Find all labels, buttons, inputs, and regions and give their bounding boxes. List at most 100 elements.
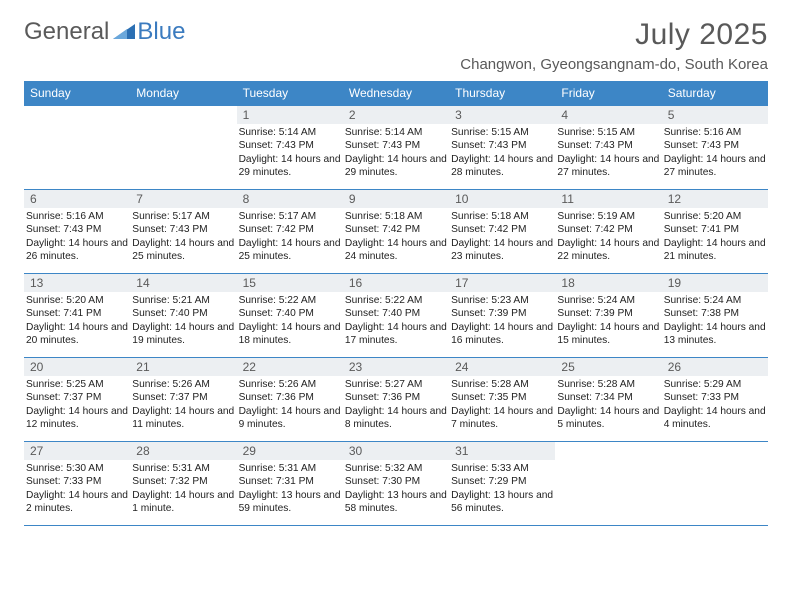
daylight-line: Daylight: 14 hours and 20 minutes. [26,321,128,348]
sunrise-line: Sunrise: 5:21 AM [132,294,234,307]
header: General Blue July 2025 Changwon, Gyeongs… [24,18,768,73]
calendar-cell: 1Sunrise: 5:14 AMSunset: 7:43 PMDaylight… [237,106,343,190]
day-number: 8 [237,190,343,208]
day-number: 21 [130,358,236,376]
sunrise-line: Sunrise: 5:26 AM [132,378,234,391]
sunrise-line: Sunrise: 5:16 AM [26,210,128,223]
daylight-line: Daylight: 14 hours and 8 minutes. [345,405,447,432]
sunset-line: Sunset: 7:43 PM [664,139,766,152]
sunrise-line: Sunrise: 5:25 AM [26,378,128,391]
day-number: 31 [449,442,555,460]
day-number: 11 [555,190,661,208]
day-number: 29 [237,442,343,460]
sunset-line: Sunset: 7:29 PM [451,475,553,488]
sunrise-line: Sunrise: 5:33 AM [451,462,553,475]
sunset-line: Sunset: 7:41 PM [26,307,128,320]
daylight-line: Daylight: 14 hours and 16 minutes. [451,321,553,348]
sunrise-line: Sunrise: 5:16 AM [664,126,766,139]
day-details: Sunrise: 5:17 AMSunset: 7:42 PMDaylight:… [237,208,343,264]
calendar-cell: 19Sunrise: 5:24 AMSunset: 7:38 PMDayligh… [662,274,768,358]
calendar-cell-empty [130,106,236,190]
sunrise-line: Sunrise: 5:23 AM [451,294,553,307]
day-number: 10 [449,190,555,208]
daylight-line: Daylight: 14 hours and 27 minutes. [557,153,659,180]
sunrise-line: Sunrise: 5:32 AM [345,462,447,475]
calendar-row: 13Sunrise: 5:20 AMSunset: 7:41 PMDayligh… [24,274,768,358]
daylight-line: Daylight: 14 hours and 24 minutes. [345,237,447,264]
day-number: 27 [24,442,130,460]
day-number: 18 [555,274,661,292]
weekday-header: Friday [555,81,661,106]
daylight-line: Daylight: 14 hours and 26 minutes. [26,237,128,264]
day-number: 14 [130,274,236,292]
day-details: Sunrise: 5:29 AMSunset: 7:33 PMDaylight:… [662,376,768,432]
sunrise-line: Sunrise: 5:28 AM [451,378,553,391]
sunrise-line: Sunrise: 5:17 AM [132,210,234,223]
calendar-cell: 11Sunrise: 5:19 AMSunset: 7:42 PMDayligh… [555,190,661,274]
sunset-line: Sunset: 7:42 PM [345,223,447,236]
daylight-line: Daylight: 14 hours and 5 minutes. [557,405,659,432]
calendar-cell: 13Sunrise: 5:20 AMSunset: 7:41 PMDayligh… [24,274,130,358]
calendar-cell: 23Sunrise: 5:27 AMSunset: 7:36 PMDayligh… [343,358,449,442]
sunrise-line: Sunrise: 5:19 AM [557,210,659,223]
calendar-cell: 3Sunrise: 5:15 AMSunset: 7:43 PMDaylight… [449,106,555,190]
day-details: Sunrise: 5:33 AMSunset: 7:29 PMDaylight:… [449,460,555,516]
daylight-line: Daylight: 14 hours and 4 minutes. [664,405,766,432]
calendar-cell: 8Sunrise: 5:17 AMSunset: 7:42 PMDaylight… [237,190,343,274]
sunrise-line: Sunrise: 5:14 AM [345,126,447,139]
sunset-line: Sunset: 7:43 PM [557,139,659,152]
sunrise-line: Sunrise: 5:14 AM [239,126,341,139]
calendar-row: 20Sunrise: 5:25 AMSunset: 7:37 PMDayligh… [24,358,768,442]
day-details: Sunrise: 5:22 AMSunset: 7:40 PMDaylight:… [343,292,449,348]
day-number: 12 [662,190,768,208]
page-title: July 2025 [460,18,768,52]
day-details: Sunrise: 5:25 AMSunset: 7:37 PMDaylight:… [24,376,130,432]
day-details: Sunrise: 5:20 AMSunset: 7:41 PMDaylight:… [24,292,130,348]
page-subtitle: Changwon, Gyeongsangnam-do, South Korea [460,56,768,73]
day-number: 7 [130,190,236,208]
sunset-line: Sunset: 7:43 PM [132,223,234,236]
daylight-line: Daylight: 14 hours and 12 minutes. [26,405,128,432]
daylight-line: Daylight: 14 hours and 17 minutes. [345,321,447,348]
daylight-line: Daylight: 14 hours and 9 minutes. [239,405,341,432]
calendar-cell: 12Sunrise: 5:20 AMSunset: 7:41 PMDayligh… [662,190,768,274]
calendar-cell-empty [24,106,130,190]
day-number: 4 [555,106,661,124]
daylight-line: Daylight: 14 hours and 21 minutes. [664,237,766,264]
daylight-line: Daylight: 14 hours and 15 minutes. [557,321,659,348]
brand-text-2: Blue [137,18,185,46]
day-number: 24 [449,358,555,376]
sunset-line: Sunset: 7:39 PM [451,307,553,320]
weekday-header: Sunday [24,81,130,106]
calendar-cell: 6Sunrise: 5:16 AMSunset: 7:43 PMDaylight… [24,190,130,274]
calendar-cell: 30Sunrise: 5:32 AMSunset: 7:30 PMDayligh… [343,442,449,526]
sunset-line: Sunset: 7:33 PM [664,391,766,404]
calendar-cell: 7Sunrise: 5:17 AMSunset: 7:43 PMDaylight… [130,190,236,274]
calendar-row: 6Sunrise: 5:16 AMSunset: 7:43 PMDaylight… [24,190,768,274]
day-number: 19 [662,274,768,292]
sunrise-line: Sunrise: 5:20 AM [26,294,128,307]
sunset-line: Sunset: 7:42 PM [451,223,553,236]
brand-text-1: General [24,18,109,46]
calendar-cell: 9Sunrise: 5:18 AMSunset: 7:42 PMDaylight… [343,190,449,274]
calendar-cell: 10Sunrise: 5:18 AMSunset: 7:42 PMDayligh… [449,190,555,274]
calendar-cell: 25Sunrise: 5:28 AMSunset: 7:34 PMDayligh… [555,358,661,442]
sunrise-line: Sunrise: 5:27 AM [345,378,447,391]
sunrise-line: Sunrise: 5:28 AM [557,378,659,391]
daylight-line: Daylight: 14 hours and 25 minutes. [239,237,341,264]
day-number: 3 [449,106,555,124]
day-details: Sunrise: 5:19 AMSunset: 7:42 PMDaylight:… [555,208,661,264]
calendar-cell: 22Sunrise: 5:26 AMSunset: 7:36 PMDayligh… [237,358,343,442]
day-number: 17 [449,274,555,292]
title-block: July 2025 Changwon, Gyeongsangnam-do, So… [460,18,768,73]
day-number: 28 [130,442,236,460]
sunrise-line: Sunrise: 5:31 AM [132,462,234,475]
sunrise-line: Sunrise: 5:26 AM [239,378,341,391]
calendar-cell-empty [555,442,661,526]
sunset-line: Sunset: 7:43 PM [451,139,553,152]
sunset-line: Sunset: 7:43 PM [26,223,128,236]
sunset-line: Sunset: 7:31 PM [239,475,341,488]
daylight-line: Daylight: 14 hours and 7 minutes. [451,405,553,432]
weekday-row: Sunday Monday Tuesday Wednesday Thursday… [24,81,768,106]
calendar-row: 1Sunrise: 5:14 AMSunset: 7:43 PMDaylight… [24,106,768,190]
